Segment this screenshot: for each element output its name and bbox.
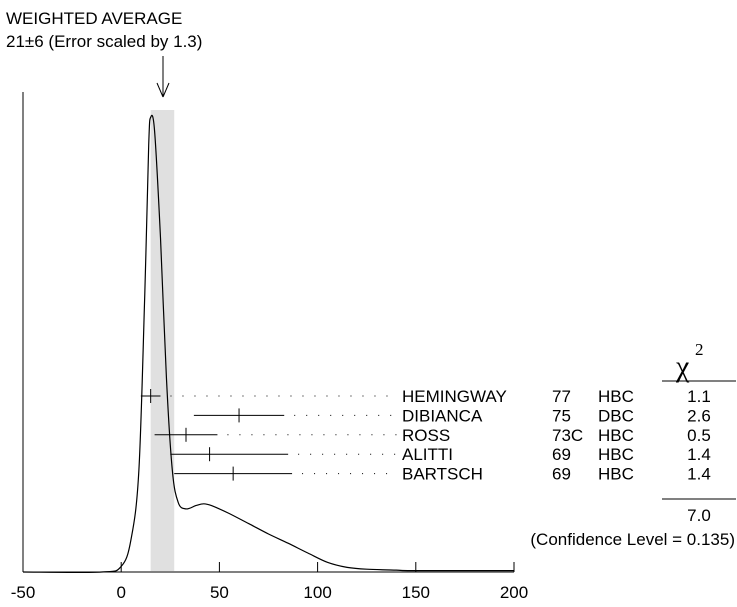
year-label: 69 xyxy=(552,465,571,484)
measurement-rows: HEMINGWAY 77 HBC 1.1 DIBIANCA 75 DBC 2.6 ROSS 73C… xyxy=(140,387,711,484)
measurement-row: HEMINGWAY 77 HBC 1.1 xyxy=(140,387,711,406)
year-label: 73C xyxy=(552,426,583,445)
author-label: ALITTI xyxy=(402,445,453,464)
weighted-average-arrow xyxy=(156,56,170,98)
chart-subtitle: 21±6 (Error scaled by 1.3) xyxy=(6,32,202,51)
chi2-header: χ xyxy=(675,350,690,383)
x-ticks: -50 0 50 100 150 200 xyxy=(11,562,528,602)
measurement-row: ROSS 73C HBC 0.5 xyxy=(154,426,711,445)
x-tick-label: 200 xyxy=(500,583,528,602)
chi2-total: 7.0 xyxy=(687,506,711,525)
weighted-average-band xyxy=(150,110,175,571)
author-label: ROSS xyxy=(402,426,450,445)
x-tick-label: 150 xyxy=(402,583,430,602)
author-label: DIBIANCA xyxy=(402,406,483,425)
chi2-value: 0.5 xyxy=(687,426,711,445)
chi2-value: 1.4 xyxy=(687,465,711,484)
chi2-value: 1.4 xyxy=(687,445,711,464)
year-label: 69 xyxy=(552,445,571,464)
ideogram-curve xyxy=(22,114,515,573)
author-label: BARTSCH xyxy=(402,465,483,484)
measurement-row: DIBIANCA 75 DBC 2.6 xyxy=(193,406,711,425)
measurement-row: BARTSCH 69 HBC 1.4 xyxy=(174,465,711,484)
confidence-level: (Confidence Level = 0.135) xyxy=(530,530,735,549)
chart-title: WEIGHTED AVERAGE xyxy=(6,9,182,28)
technique-label: HBC xyxy=(598,387,634,406)
technique-label: HBC xyxy=(598,465,634,484)
technique-label: HBC xyxy=(598,445,634,464)
measurement-row: ALITTI 69 HBC 1.4 xyxy=(170,445,711,464)
x-tick-label: 100 xyxy=(303,583,331,602)
x-tick-label: 50 xyxy=(210,583,229,602)
chi2-value: 1.1 xyxy=(687,387,711,406)
technique-label: HBC xyxy=(598,426,634,445)
chi2-value: 2.6 xyxy=(687,406,711,425)
x-tick-label: 0 xyxy=(116,583,125,602)
author-label: HEMINGWAY xyxy=(402,387,507,406)
technique-label: DBC xyxy=(598,406,634,425)
year-label: 75 xyxy=(552,406,571,425)
chi2-header-superscript: 2 xyxy=(695,340,704,359)
x-tick-label: -50 xyxy=(11,583,36,602)
year-label: 77 xyxy=(552,387,571,406)
